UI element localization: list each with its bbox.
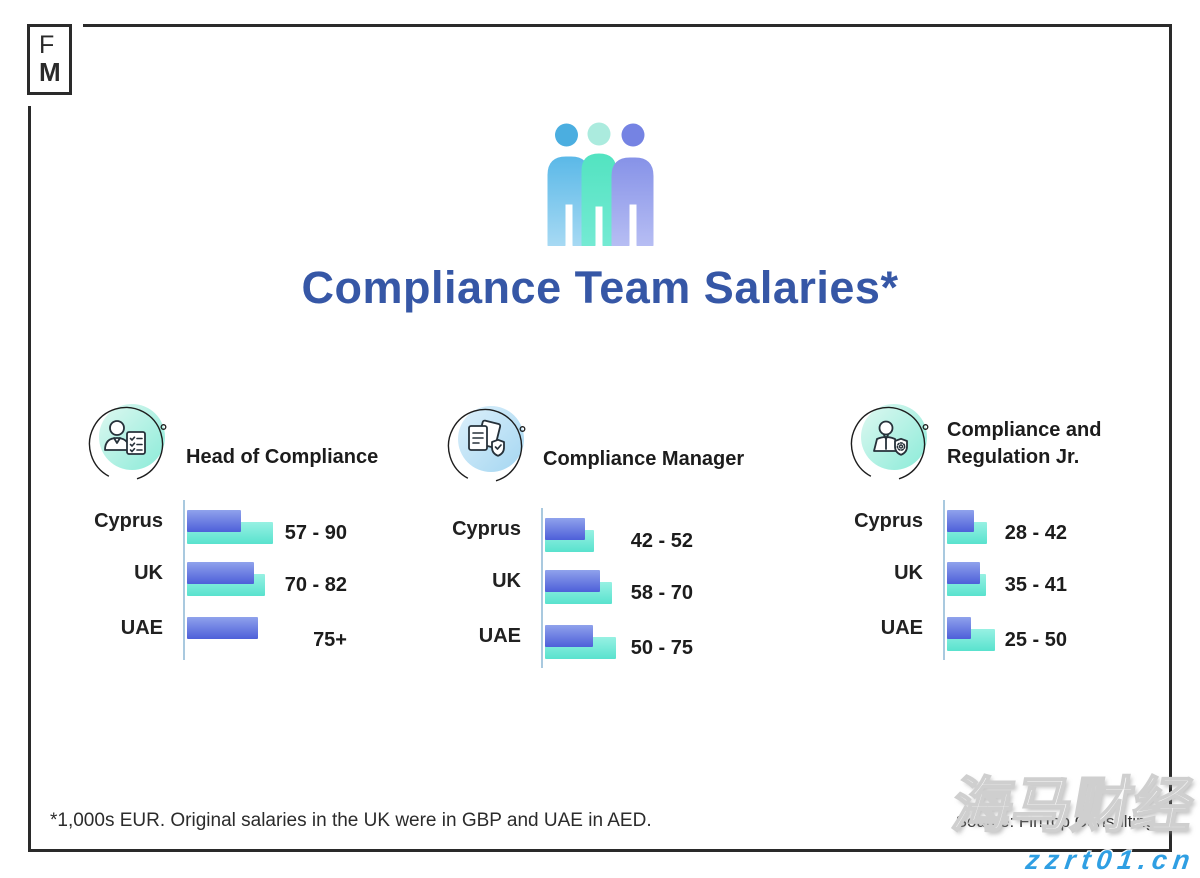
- salary-range-label: 57 - 90: [284, 522, 347, 544]
- frame-border-left: [28, 106, 31, 849]
- salary-range-label: 42 - 52: [630, 530, 693, 552]
- watermark-url: zzrt01.cn: [1024, 845, 1199, 875]
- bar-range-low: [947, 617, 971, 639]
- page-title: Compliance Team Salaries*: [301, 262, 899, 313]
- chart-row-uk: UK 58 - 70: [492, 570, 805, 616]
- chart-axis: [183, 500, 185, 660]
- bar-range-low: [187, 562, 254, 584]
- salary-range-label: 70 - 82: [284, 574, 347, 596]
- watermark-cn-text: 海马财经: [946, 771, 1200, 840]
- bar-range-low: [187, 617, 258, 639]
- frame-border-right: [1169, 24, 1172, 852]
- bar-range-low: [947, 510, 974, 532]
- section-title-head-of-compliance: Head of Compliance: [186, 446, 379, 468]
- chart-row-cyprus: Cyprus 28 - 42: [854, 510, 1200, 556]
- bar-range-low: [947, 562, 980, 584]
- salary-range-label: 75+: [313, 629, 347, 651]
- country-label: UK: [492, 570, 521, 592]
- salary-range-label: 50 - 75: [630, 637, 693, 659]
- country-label: UAE: [478, 625, 521, 647]
- chart-row-cyprus: Cyprus 42 - 52: [452, 518, 805, 564]
- source-credit: Source: FinTop Consulting: [955, 812, 1155, 831]
- bar-range-low: [545, 570, 600, 592]
- chart-row-uae: UAE 25 - 50: [881, 617, 1200, 663]
- salary-range-label: 35 - 41: [1004, 574, 1067, 596]
- chart-compliance-regulation-jr: Cyprus 28 - 42 UK 35 - 41 UAE 25 - 50: [854, 500, 1200, 670]
- chart-row-uae: UAE 75+: [121, 617, 447, 663]
- chart-axis: [943, 500, 945, 660]
- documents-shield-icon: [447, 403, 529, 485]
- country-label: Cyprus: [854, 510, 923, 532]
- country-label: UK: [894, 562, 923, 584]
- bar-range-low: [545, 518, 585, 540]
- chart-row-uk: UK 35 - 41: [894, 562, 1200, 608]
- country-label: UK: [134, 562, 163, 584]
- fm-logo: F M: [27, 24, 72, 95]
- logo-letter-f: F: [39, 31, 55, 59]
- salary-range-label: 28 - 42: [1004, 522, 1067, 544]
- chart-compliance-manager: Cyprus 42 - 52 UK 58 - 70 UAE 50 - 75: [452, 508, 805, 678]
- section-title-compliance-manager: Compliance Manager: [543, 448, 745, 470]
- bar-range-low: [545, 625, 593, 647]
- footnote: *1,000s EUR. Original salaries in the UK…: [50, 810, 652, 831]
- bar-range-low: [187, 510, 241, 532]
- chart-row-uae: UAE 50 - 75: [479, 625, 805, 671]
- chart-axis: [541, 508, 543, 668]
- logo-letter-m: M: [39, 57, 61, 87]
- country-label: UAE: [120, 617, 163, 639]
- frame-border-bottom: [28, 849, 1172, 852]
- team-people-icon: [545, 121, 655, 246]
- salary-range-label: 58 - 70: [630, 582, 693, 604]
- section-title-compliance-regulation-jr: Compliance and Regulation Jr.: [947, 419, 1102, 468]
- salary-range-label: 25 - 50: [1004, 629, 1067, 651]
- country-label: UAE: [880, 617, 923, 639]
- chart-row-uk: UK 70 - 82: [134, 562, 447, 608]
- frame-border-top: [83, 24, 1172, 27]
- country-label: Cyprus: [94, 510, 163, 532]
- person-checklist-icon: [88, 401, 170, 483]
- person-shield-gear-icon: [850, 401, 932, 483]
- chart-row-cyprus: Cyprus 57 - 90: [94, 510, 447, 556]
- country-label: Cyprus: [452, 518, 521, 540]
- chart-head-of-compliance: Cyprus 57 - 90 UK 70 - 82 UAE 75+: [94, 500, 447, 670]
